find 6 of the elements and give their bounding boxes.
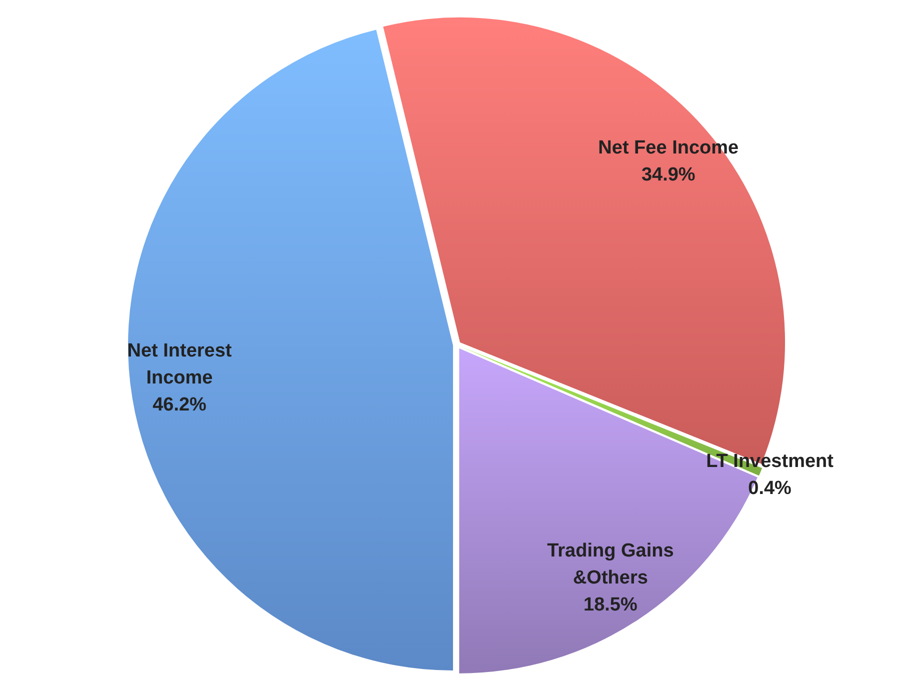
slice-label: Trading Gains &Others bbox=[547, 540, 674, 589]
data-label: 0.4% bbox=[748, 478, 792, 500]
data-label: 18.5% bbox=[584, 594, 638, 616]
data-label: 34.9% bbox=[641, 164, 696, 186]
slice-label: Net Interest Income bbox=[127, 340, 232, 388]
data-label: 46.2% bbox=[152, 394, 207, 416]
